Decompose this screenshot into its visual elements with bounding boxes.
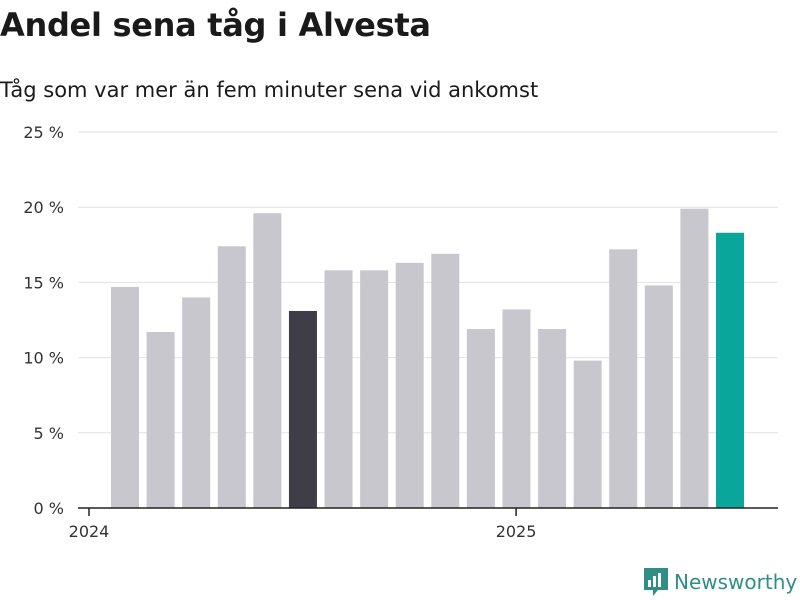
bar: [680, 208, 709, 509]
bar: [431, 253, 460, 508]
bar: [466, 329, 495, 508]
y-tick-label: 25 %: [23, 123, 64, 142]
bar: [360, 270, 389, 508]
bar: [217, 246, 246, 508]
bar: [288, 310, 317, 508]
brand-name: Newsworthy: [674, 570, 798, 594]
bar: [644, 285, 673, 508]
bar: [146, 332, 175, 508]
bar: [324, 270, 353, 508]
y-tick-label: 15 %: [23, 273, 64, 292]
newsworthy-bar-chart-icon: [644, 568, 668, 596]
bar: [538, 329, 567, 508]
axes: 0 % 5 % 10 % 15 % 20 % 25 % 2024 2025: [23, 123, 778, 541]
y-tick-label: 10 %: [23, 349, 64, 368]
y-tick-label: 20 %: [23, 198, 64, 217]
bar: [395, 262, 424, 508]
bar: [182, 297, 211, 508]
bar: [716, 232, 744, 508]
y-tick-label: 5 %: [34, 424, 64, 443]
bar: [609, 249, 638, 508]
x-tick-label: 2025: [496, 522, 537, 541]
chart-subtitle: Tåg som var mer än fem minuter sena vid …: [0, 78, 539, 102]
bar: [502, 309, 531, 508]
bars: [111, 208, 744, 509]
brand-logo[interactable]: Newsworthy: [644, 568, 797, 596]
bar: [253, 213, 282, 508]
chart-title: Andel sena tåg i Alvesta: [0, 6, 431, 44]
y-tick-label: 0 %: [34, 499, 64, 518]
bar: [111, 286, 139, 508]
x-tick-label: 2024: [69, 522, 110, 541]
bar: [573, 360, 602, 508]
